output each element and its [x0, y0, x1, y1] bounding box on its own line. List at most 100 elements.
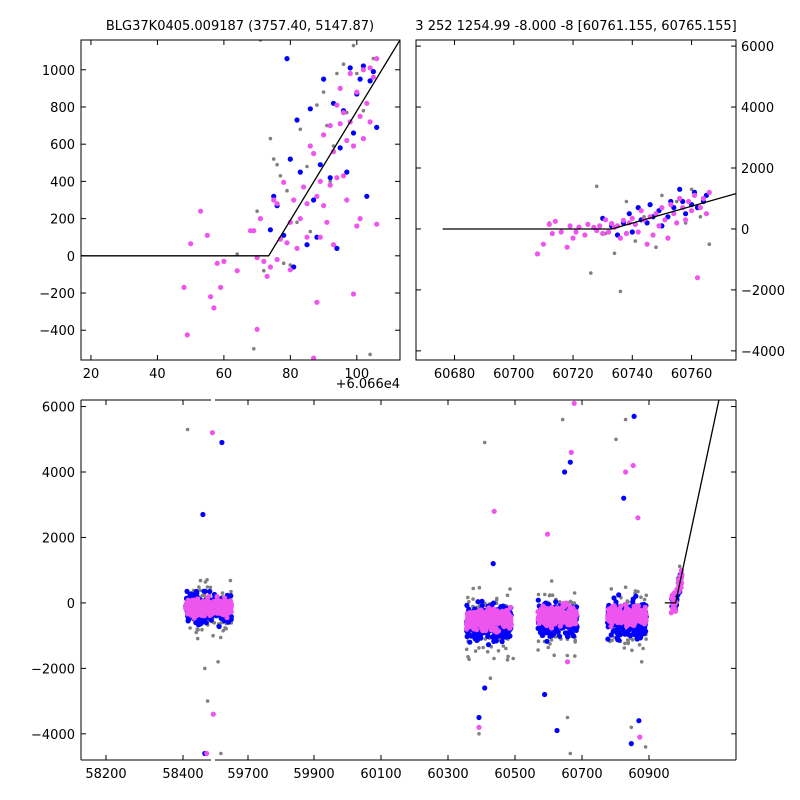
gray-point [220, 591, 225, 595]
blue-point [616, 592, 622, 598]
blue-point [297, 169, 303, 175]
magenta-point [204, 232, 210, 238]
gray-point [573, 640, 577, 644]
magenta-point [221, 258, 227, 264]
gray-point [568, 751, 573, 756]
gray-point [216, 660, 220, 664]
magenta-point [218, 599, 224, 605]
blue-point [535, 597, 541, 603]
blue-point [539, 632, 545, 639]
gray-point [467, 600, 471, 604]
magenta-point [507, 604, 513, 611]
gray-point [707, 242, 712, 246]
magenta-point [200, 611, 206, 617]
magenta-point [494, 629, 500, 635]
magenta-point [607, 616, 613, 622]
blue-point [267, 227, 273, 233]
magenta-point [564, 244, 570, 250]
magenta-point [700, 195, 707, 202]
x-tick-label: 59700 [227, 767, 268, 782]
magenta-point [344, 137, 350, 144]
magenta-point [582, 232, 588, 238]
blue-point [491, 638, 497, 645]
blue-point [611, 628, 617, 634]
blue-point [636, 718, 642, 724]
y-tick-label: 6000 [741, 40, 774, 55]
title-left: BLG37K0405.009187 (3757.40, 5147.87) [106, 19, 374, 34]
gray-point [223, 626, 227, 630]
gray-point [639, 595, 643, 599]
gray-point [565, 653, 570, 658]
magenta-point [542, 613, 548, 619]
magenta-point [671, 211, 677, 217]
magenta-point [547, 619, 553, 625]
magenta-point [327, 182, 333, 188]
magenta-point [317, 178, 323, 184]
magenta-point [573, 621, 579, 627]
magenta-point [334, 175, 340, 181]
magenta-point [370, 74, 376, 80]
blue-point [647, 202, 653, 208]
magenta-point [191, 598, 197, 604]
magenta-point [623, 606, 630, 612]
magenta-point [367, 65, 373, 71]
magenta-point [223, 598, 229, 604]
gray-point [633, 239, 638, 243]
blue-point [631, 627, 637, 633]
magenta-point [484, 624, 490, 630]
magenta-point [367, 119, 373, 125]
gray-point [547, 593, 552, 598]
magenta-point [668, 202, 674, 208]
magenta-point [274, 201, 280, 207]
magenta-point [630, 462, 636, 469]
gray-point [494, 598, 499, 602]
gray-point [268, 136, 273, 141]
blue-point [625, 631, 631, 637]
gray-point [235, 252, 239, 256]
x-tick-label: 58400 [162, 767, 203, 782]
blue-point [621, 495, 627, 501]
gray-point [477, 732, 481, 736]
gray-point [560, 417, 565, 422]
magenta-point [557, 623, 563, 629]
axis-frame [415, 39, 737, 361]
gray-point [481, 645, 486, 650]
magenta-point [360, 67, 366, 73]
magenta-point [490, 620, 496, 626]
gray-point [626, 641, 630, 646]
gray-point [536, 639, 541, 643]
magenta-point [552, 218, 558, 224]
magenta-point [563, 600, 569, 606]
gray-point [543, 592, 547, 597]
magenta-point [659, 205, 665, 211]
magenta-point [650, 232, 656, 238]
blue-point [284, 56, 290, 62]
gray-point [496, 649, 501, 653]
y-tick-label: −2000 [741, 284, 785, 299]
gray-point [505, 658, 510, 662]
magenta-point [203, 606, 209, 613]
gray-point [666, 364, 670, 368]
magenta-point [480, 613, 487, 619]
magenta-point [344, 197, 350, 203]
gray-point [198, 578, 203, 583]
magenta-point [360, 136, 366, 142]
gray-point [644, 593, 649, 598]
x-tick-label: 60700 [493, 367, 534, 382]
magenta-point [635, 603, 642, 609]
gray-point [549, 579, 554, 583]
magenta-point [644, 241, 650, 247]
magenta-point [271, 197, 277, 203]
gray-point [229, 589, 233, 594]
panel-top-left: 20 40 60 80 100 −400 −200 0 200 400 600 800 1000 [39, 39, 401, 382]
plot-area [442, 184, 736, 368]
gray-point [262, 268, 266, 273]
magenta-point [314, 193, 320, 199]
magenta-point [198, 208, 204, 214]
magenta-point [697, 205, 704, 211]
gray-point [275, 162, 279, 167]
gray-point [208, 585, 213, 590]
magenta-point [364, 100, 370, 106]
magenta-point [653, 211, 659, 217]
